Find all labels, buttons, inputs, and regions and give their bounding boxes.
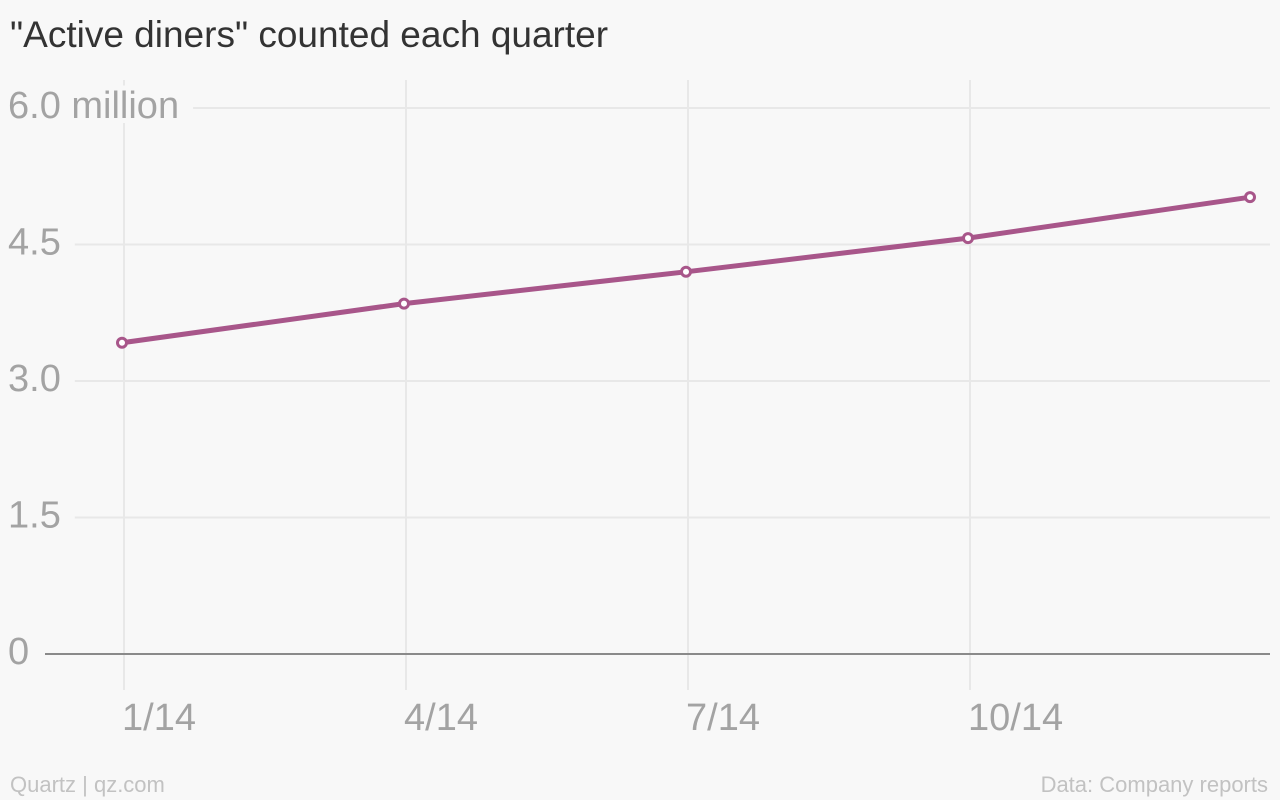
x-tick-label: 10/14 [968, 697, 1063, 739]
source: Data: Company reports [1041, 772, 1268, 797]
point [116, 336, 128, 349]
credit: Quartz | qz.com [10, 772, 165, 797]
x-tick-label: 7/14 [686, 697, 760, 739]
x-tick-label: 4/14 [404, 697, 478, 739]
y-tick-label: 1.5 [8, 495, 61, 537]
y-tick-label: 6.0 million [8, 85, 179, 127]
grid [45, 80, 1270, 690]
point [398, 297, 410, 310]
x-tick-label: 1/14 [122, 697, 196, 739]
point [962, 232, 974, 245]
chart-title: "Active diners" counted each quarter [10, 14, 608, 55]
y-tick-label: 4.5 [8, 222, 61, 264]
tick-labels: 1/14 4/14 7/14 10/14 0 1.5 3.0 4.5 6.0 million [3, 80, 1068, 744]
y-tick-label: 3.0 [8, 358, 61, 400]
y-tick-label: 0 [8, 631, 29, 673]
point [1244, 191, 1256, 204]
point [680, 265, 692, 278]
